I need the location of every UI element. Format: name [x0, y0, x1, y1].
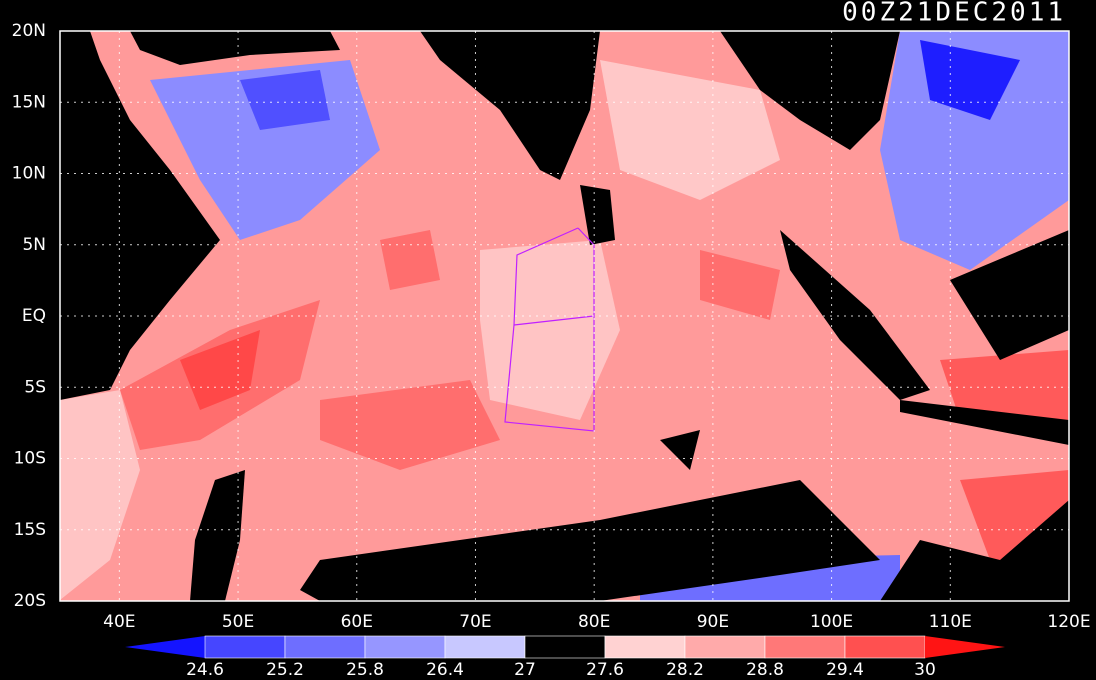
lat-tick-label: 10S	[14, 449, 46, 469]
lon-tick-label: 100E	[810, 612, 853, 632]
land	[780, 230, 930, 400]
map-frame	[59, 30, 1070, 602]
colorbar-high-triangle	[925, 636, 1005, 658]
colorbar-box	[764, 635, 846, 659]
colorbar-box	[284, 635, 366, 659]
colorbar: 24.6 25.2 25.8 26.4 27 27.6 28.2 28.8 29.4 30	[125, 635, 1005, 680]
colorbar-box	[364, 635, 446, 659]
lat-tick-label: 15N	[12, 92, 46, 112]
land	[720, 31, 900, 150]
lat-tick-label: 10N	[12, 164, 46, 184]
lat-tick-label: 15S	[14, 520, 46, 540]
lon-tick-label: 50E	[222, 612, 254, 632]
sst-field	[60, 31, 1069, 601]
land	[580, 185, 615, 245]
colorbar-label: 26.4	[426, 660, 464, 680]
lon-tick-label: 90E	[697, 612, 729, 632]
sea-hot	[700, 250, 780, 320]
lat-tick-label: 5S	[24, 377, 46, 397]
colorbar-box	[604, 635, 686, 659]
colorbar-label: 27	[514, 660, 536, 680]
lon-tick-label: 80E	[578, 612, 610, 632]
sea-mild	[60, 390, 140, 600]
land	[880, 500, 1069, 601]
lat-tick-label: 20N	[12, 21, 46, 41]
colorbar-low-triangle	[125, 636, 205, 658]
sea-hot	[320, 380, 500, 470]
lon-tick-label: 110E	[929, 612, 972, 632]
lon-tick-label: 70E	[459, 612, 491, 632]
colorbar-box	[204, 635, 286, 659]
colorbar-label: 29.4	[826, 660, 864, 680]
lat-tick-label: EQ	[22, 306, 46, 326]
land	[60, 31, 220, 400]
sea-mild	[600, 60, 780, 200]
lon-tick-label: 40E	[103, 612, 135, 632]
land	[900, 400, 1069, 445]
colorbar-label: 25.8	[346, 660, 384, 680]
colorbar-label: 30	[914, 660, 936, 680]
lat-tick-label: 5N	[22, 235, 46, 255]
colorbar-label: 25.2	[266, 660, 304, 680]
colorbar-box	[444, 635, 526, 659]
sea-hot	[380, 230, 440, 290]
sea-contour-band	[300, 480, 880, 601]
colorbar-box	[684, 635, 766, 659]
lon-tick-label: 60E	[341, 612, 373, 632]
lon-tick-label: 120E	[1047, 612, 1090, 632]
sea-mild	[480, 240, 620, 420]
colorbar-box	[844, 635, 926, 659]
colorbar-label: 27.6	[586, 660, 624, 680]
axis-labels: 40E 50E 60E 70E 80E 90E 100E 110E 120E 20N 15N 10N 5…	[12, 21, 1091, 632]
sea-cool	[880, 31, 1069, 270]
region-divider	[513, 315, 595, 326]
colorbar-box	[524, 635, 606, 659]
lat-tick-label: 20S	[14, 591, 46, 611]
map-title: 00Z21DEC2011	[842, 0, 1066, 28]
land	[130, 31, 340, 65]
colorbar-label: 24.6	[186, 660, 224, 680]
sea-cold	[240, 70, 330, 130]
land	[190, 470, 245, 601]
sea-contour-band	[660, 430, 700, 470]
sea-cold	[920, 40, 1020, 120]
colorbar-label: 28.8	[746, 660, 784, 680]
land	[950, 230, 1069, 360]
colorbar-label: 28.2	[666, 660, 704, 680]
land	[420, 31, 600, 180]
sea-hottest	[180, 330, 260, 410]
